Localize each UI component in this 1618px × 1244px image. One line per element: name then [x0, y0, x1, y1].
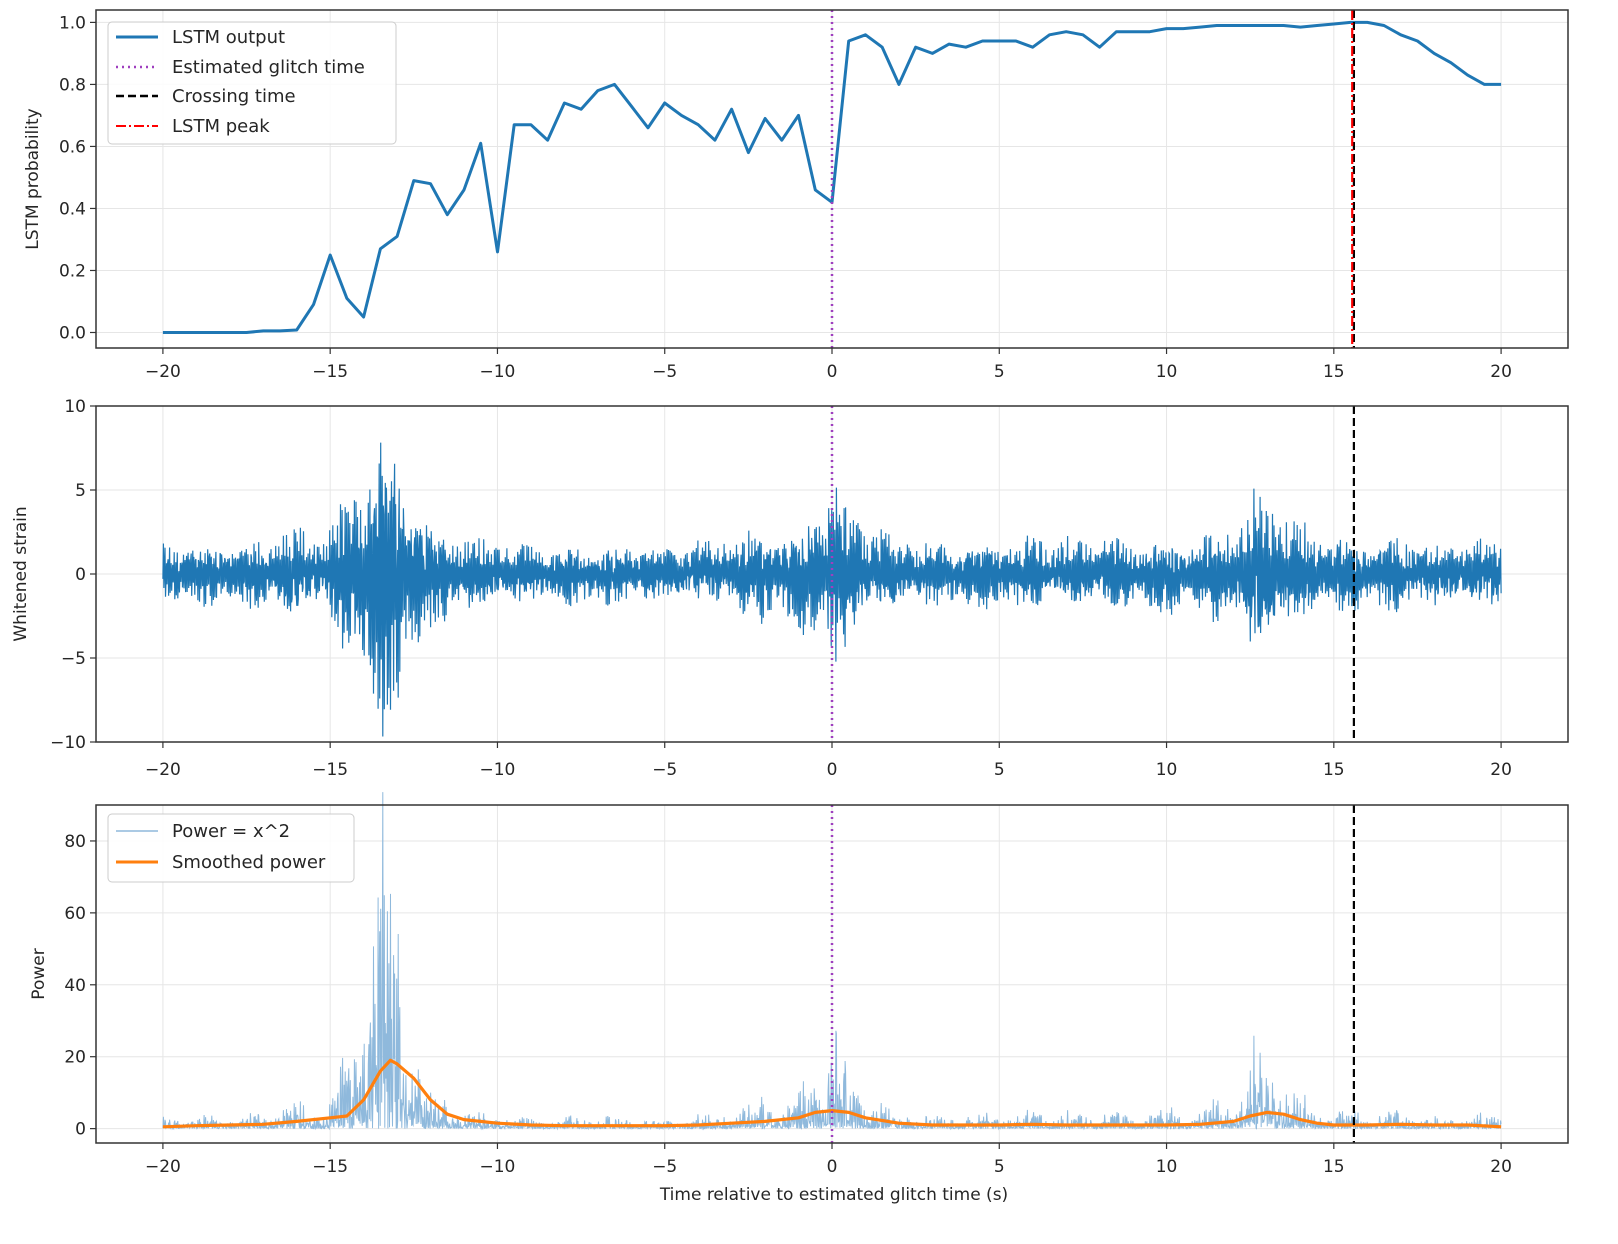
power-y-ticks: 0 20 40 60 80: [64, 832, 96, 1140]
series-line-smoothed-power: [162, 1058, 1502, 1129]
x-tick-label: −5: [652, 362, 677, 382]
x-tick-label: 20: [1490, 362, 1512, 382]
strain-y-ticks: −10 −5 0 5 10: [50, 397, 96, 753]
lstm-legend: LSTM output Estimated glitch time Crossi…: [107, 21, 397, 145]
x-tick-label: 5: [994, 1157, 1005, 1177]
x-tick-label: −20: [145, 760, 181, 780]
power-panel: −20 −15 −10 −5 0 5 10 15 20 0 20 40 60 80 Power Powe…: [29, 792, 1569, 1177]
lstm-probability-panel: −20 −15 −10 −5 0 5 10 15 20 0.0 0.2 0.4 0.6 0.8 1.0 L…: [23, 9, 1569, 382]
strain-x-ticks: −20 −15 −10 −5 0 5 10 15 20: [145, 742, 1512, 780]
x-tick-label: 0: [827, 760, 838, 780]
strain-ylabel: Whitened strain: [11, 506, 31, 641]
x-tick-label: 20: [1490, 1157, 1512, 1177]
y-tick-label: 1.0: [59, 13, 86, 33]
x-tick-label: 10: [1156, 760, 1178, 780]
y-tick-label: −10: [50, 733, 86, 753]
x-tick-label: 5: [994, 760, 1005, 780]
legend-label-lstm-output: LSTM output: [172, 27, 285, 48]
y-tick-label: 0.2: [59, 261, 86, 281]
power-marker-lines: [830, 805, 1355, 1143]
x-tick-label: −15: [312, 760, 348, 780]
y-tick-label: 10: [64, 397, 86, 417]
lstm-x-ticks: −20 −15 −10 −5 0 5 10 15 20: [145, 348, 1512, 382]
series-line-whitened-strain: [162, 442, 1502, 737]
power-ylabel: Power: [29, 948, 49, 999]
x-tick-label: −20: [145, 1157, 181, 1177]
x-tick-label: 0: [827, 362, 838, 382]
x-tick-label: −5: [652, 760, 677, 780]
x-tick-label: 5: [994, 362, 1005, 382]
y-tick-label: 80: [64, 832, 86, 852]
x-tick-label: −5: [652, 1157, 677, 1177]
power-legend: Power = x^2 Smoothed power: [107, 813, 355, 883]
x-tick-label: 15: [1323, 760, 1345, 780]
x-tick-label: 10: [1156, 362, 1178, 382]
strain-marker-lines: [830, 406, 1355, 742]
x-tick-label: 10: [1156, 1157, 1178, 1177]
lstm-ylabel: LSTM probability: [23, 108, 43, 249]
y-tick-label: 60: [64, 904, 86, 924]
legend-label-glitch-time: Estimated glitch time: [172, 57, 365, 78]
y-tick-label: 0: [75, 1120, 86, 1140]
x-tick-label: 15: [1323, 1157, 1345, 1177]
x-axis-label: Time relative to estimated glitch time (…: [659, 1185, 1008, 1205]
lstm-marker-lines: [830, 10, 1355, 348]
power-x-ticks: −20 −15 −10 −5 0 5 10 15 20: [145, 1143, 1512, 1177]
power-plot-area: [162, 792, 1502, 1131]
y-tick-label: −5: [61, 649, 86, 669]
y-tick-label: 20: [64, 1048, 86, 1068]
y-tick-label: 0.8: [59, 75, 86, 95]
x-tick-label: −10: [480, 1157, 516, 1177]
legend-label-power: Power = x^2: [172, 821, 290, 842]
legend-label-lstm-peak: LSTM peak: [172, 116, 270, 137]
x-tick-label: −15: [312, 362, 348, 382]
y-tick-label: 5: [75, 481, 86, 501]
whitened-strain-panel: −20 −15 −10 −5 0 5 10 15 20 −10 −5 0 5 10 Whitened s…: [11, 397, 1569, 780]
y-tick-label: 0.4: [59, 199, 86, 219]
strain-plot-area: [162, 442, 1502, 737]
x-tick-label: −10: [480, 362, 516, 382]
power-legend-box: [107, 813, 355, 883]
x-tick-label: 0: [827, 1157, 838, 1177]
lstm-legend-box: [107, 21, 397, 145]
x-tick-label: −20: [145, 362, 181, 382]
lstm-y-ticks: 0.0 0.2 0.4 0.6 0.8 1.0: [59, 13, 96, 343]
legend-label-smoothed-power: Smoothed power: [172, 852, 326, 873]
y-tick-label: 0.6: [59, 137, 86, 157]
legend-label-crossing-time: Crossing time: [172, 86, 296, 107]
x-tick-label: 20: [1490, 760, 1512, 780]
y-tick-label: 0.0: [59, 323, 86, 343]
y-tick-label: 40: [64, 976, 86, 996]
series-line-power: [162, 792, 1502, 1131]
y-tick-label: 0: [75, 565, 86, 585]
x-tick-label: 15: [1323, 362, 1345, 382]
x-tick-label: −15: [312, 1157, 348, 1177]
x-tick-label: −10: [480, 760, 516, 780]
